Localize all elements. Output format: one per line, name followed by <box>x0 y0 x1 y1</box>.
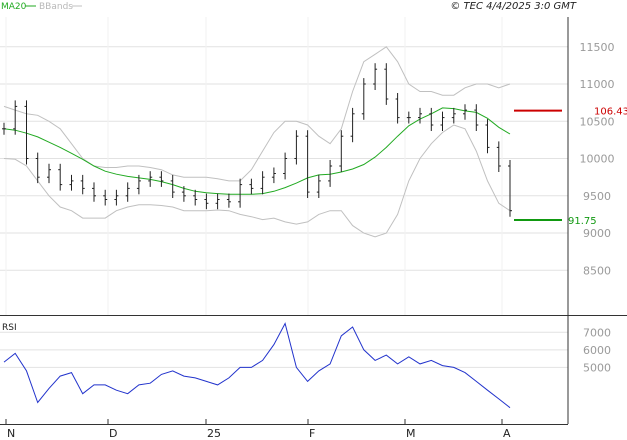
price-tick-label: 8500 <box>583 264 611 277</box>
price-bar <box>103 189 108 206</box>
price-bar <box>328 160 333 187</box>
legend-ma20: MA20 <box>1 2 27 12</box>
price-bar <box>215 193 220 210</box>
price-tick-label: 10000 <box>580 153 615 166</box>
price-bar <box>451 107 456 124</box>
price-layer <box>2 63 512 217</box>
price-bar <box>271 167 276 184</box>
month-label: F <box>309 427 315 440</box>
price-bar <box>463 104 467 120</box>
resistance-label: 106.43 <box>594 107 627 118</box>
price-bar <box>226 193 231 208</box>
price-bar <box>24 100 29 165</box>
bbands-lower-line <box>3 124 511 238</box>
month-axis: N D 25 F M A <box>5 419 511 440</box>
price-tick-label: 10500 <box>580 115 615 128</box>
price-bar <box>80 174 85 195</box>
price-bar <box>58 163 63 191</box>
source-timestamp: © TEC 4/4/2025 3:0 GMT <box>450 1 577 12</box>
price-bar <box>361 78 366 120</box>
price-bar <box>339 130 344 172</box>
price-bar <box>440 111 445 131</box>
price-tick-label: 11000 <box>580 78 615 91</box>
price-tick-label: 11500 <box>580 41 615 54</box>
price-bar <box>294 130 299 165</box>
price-tick-label: 9500 <box>583 190 611 203</box>
price-bar <box>136 174 141 195</box>
price-bar <box>260 171 265 195</box>
rsi-title: RSI <box>2 323 17 333</box>
rsi-grid <box>0 331 568 368</box>
price-bar <box>181 186 186 202</box>
price-bar <box>485 119 490 154</box>
price-bar <box>114 189 119 206</box>
price-bar <box>474 104 479 131</box>
price-tick-label: 9000 <box>583 227 611 240</box>
price-bar <box>508 160 512 217</box>
month-label: D <box>109 427 117 440</box>
price-bar <box>350 107 355 143</box>
price-bar <box>406 111 411 124</box>
price-bar <box>159 171 164 187</box>
price-bar <box>496 141 501 172</box>
rsi-tick-label: 5000 <box>583 361 611 374</box>
price-axis-ticks: 8500 9000 9500 10000 10500 11000 11500 <box>580 41 615 277</box>
price-bar <box>193 189 198 206</box>
price-bar <box>2 122 6 135</box>
month-label: N <box>7 427 15 440</box>
month-label: 25 <box>207 427 221 440</box>
price-bar <box>316 174 321 198</box>
ma-layer <box>3 107 511 195</box>
price-bar <box>418 107 422 124</box>
price-bar <box>395 93 400 124</box>
support-label: 91.75 <box>568 216 597 227</box>
rsi-tick-label: 6000 <box>583 344 611 357</box>
rsi-tick-label: 7000 <box>583 326 611 339</box>
ma20-line <box>3 107 511 195</box>
price-bar <box>204 193 209 210</box>
legend-bbands: BBands <box>39 2 73 12</box>
price-bar <box>92 182 96 202</box>
rsi-axis-ticks: 5000 6000 7000 <box>583 326 611 374</box>
rsi-line <box>3 322 511 409</box>
price-bar <box>384 63 389 105</box>
price-bar <box>35 152 40 184</box>
price-bar <box>249 178 254 195</box>
price-bar <box>47 163 51 184</box>
price-bar <box>13 100 18 135</box>
month-label: A <box>503 427 511 440</box>
price-bar <box>170 174 175 198</box>
price-bar <box>305 130 310 198</box>
price-bar <box>125 182 130 202</box>
price-bar <box>69 174 74 191</box>
price-bar <box>373 63 378 90</box>
price-bar <box>429 107 434 131</box>
month-label: M <box>406 427 416 440</box>
price-bar <box>238 178 243 208</box>
levels-layer: 106.43 91.75 <box>514 107 627 227</box>
rsi-layer <box>3 322 511 409</box>
price-bar <box>283 152 288 180</box>
price-bar <box>148 171 153 187</box>
